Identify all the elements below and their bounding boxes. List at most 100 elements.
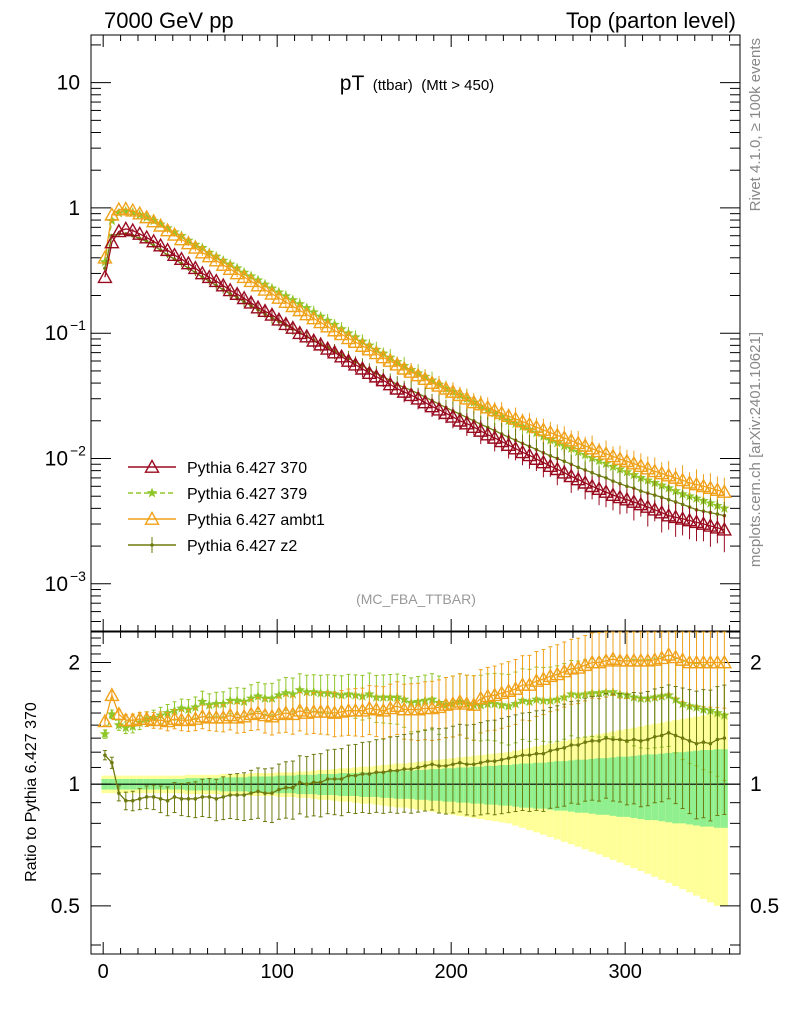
data-point (215, 277, 231, 292)
ratio-point (458, 760, 462, 765)
data-point (438, 405, 454, 420)
data-point (243, 294, 259, 309)
legend-entry-p370: Pythia 6.427 370 (128, 459, 307, 477)
data-point (389, 380, 405, 395)
legend-label: Pythia 6.427 ambt1 (187, 512, 325, 529)
x-tick-label: 0 (98, 961, 109, 983)
data-point (486, 429, 503, 444)
ratio-point (120, 722, 132, 733)
data-point (666, 497, 671, 502)
data-point (410, 367, 426, 382)
series-line-ambt1 (104, 208, 725, 493)
ratio-point (256, 789, 260, 794)
data-point (695, 516, 712, 530)
data-point (619, 491, 635, 506)
data-point (514, 444, 531, 459)
data-point (264, 285, 280, 300)
data-point (619, 453, 635, 468)
data-point (673, 500, 678, 504)
data-point (507, 440, 524, 455)
ratio-point (222, 707, 238, 722)
data-point (299, 328, 315, 343)
y-tick-exponent: −1 (70, 317, 86, 333)
data-point (257, 303, 273, 318)
data-point (354, 360, 371, 375)
data-point (598, 484, 614, 498)
y-tick-label: 10 (45, 573, 68, 596)
data-point (605, 448, 621, 463)
ratio-point (716, 654, 733, 669)
data-point (680, 502, 685, 507)
data-point (236, 269, 252, 284)
ratio-point (257, 707, 273, 722)
data-point (716, 521, 733, 536)
data-point (166, 247, 183, 262)
data-point (340, 353, 357, 367)
ratio-point (534, 751, 539, 756)
data-point (493, 405, 510, 420)
ratio-point (152, 712, 169, 727)
ratio-point (548, 748, 553, 753)
data-point (577, 474, 593, 489)
ratio-point (194, 708, 211, 723)
data-point (424, 375, 440, 389)
data-point (104, 234, 120, 249)
legend-label: Pythia 6.427 z2 (187, 538, 297, 555)
data-point (445, 383, 461, 398)
data-point (667, 469, 684, 484)
data-point (445, 408, 461, 423)
ratio-point (459, 695, 475, 710)
data-point (159, 222, 176, 237)
data-point (257, 281, 273, 296)
data-point (118, 201, 134, 215)
ratio-point (280, 687, 292, 698)
ratio-point (187, 711, 204, 725)
ratio-point (680, 736, 685, 740)
data-point (145, 213, 162, 228)
data-point (292, 325, 308, 340)
ratio-point (151, 795, 156, 799)
ratio-point (211, 698, 222, 709)
y-tick-exponent: −3 (70, 568, 86, 584)
ratio-point (249, 791, 253, 795)
data-point (654, 504, 670, 519)
ratio-y-tick-label: 2 (68, 652, 80, 675)
data-point (590, 470, 594, 475)
data-point (528, 451, 545, 465)
data-point (688, 476, 705, 491)
data-point (166, 226, 183, 241)
ratio-point (451, 762, 455, 767)
data-point (375, 372, 392, 387)
data-point (618, 481, 622, 486)
data-point (113, 207, 125, 218)
legend-entry-z2: Pythia 6.427 z2 (128, 537, 297, 555)
ratio-point (374, 770, 379, 775)
ratio-point (297, 780, 302, 785)
ratio-point (570, 659, 586, 674)
ratio-point (535, 671, 552, 685)
data-point (591, 443, 607, 458)
ratio-point (224, 695, 236, 706)
series-p370 (97, 220, 733, 553)
mcplots-label: mcplots.cern.ch [arXiv:2401.10621] (747, 332, 764, 567)
ratio-point (639, 739, 643, 743)
ratio-point (513, 754, 518, 759)
data-point (583, 468, 587, 472)
data-point (660, 467, 677, 482)
ratio-y-tick-label: 0.5 (51, 895, 80, 918)
data-point (326, 322, 343, 337)
data-point (521, 447, 538, 462)
data-point (598, 445, 614, 460)
ratio-point (375, 702, 392, 717)
data-point (542, 424, 559, 439)
data-point (319, 318, 336, 333)
ratio-point (190, 701, 201, 712)
data-point (103, 266, 107, 271)
data-point (556, 429, 572, 444)
legend-marker (150, 543, 154, 547)
ratio-point (437, 764, 441, 768)
data-point (180, 235, 197, 250)
header-process: Top (parton level) (566, 8, 736, 33)
data-point (466, 419, 482, 434)
